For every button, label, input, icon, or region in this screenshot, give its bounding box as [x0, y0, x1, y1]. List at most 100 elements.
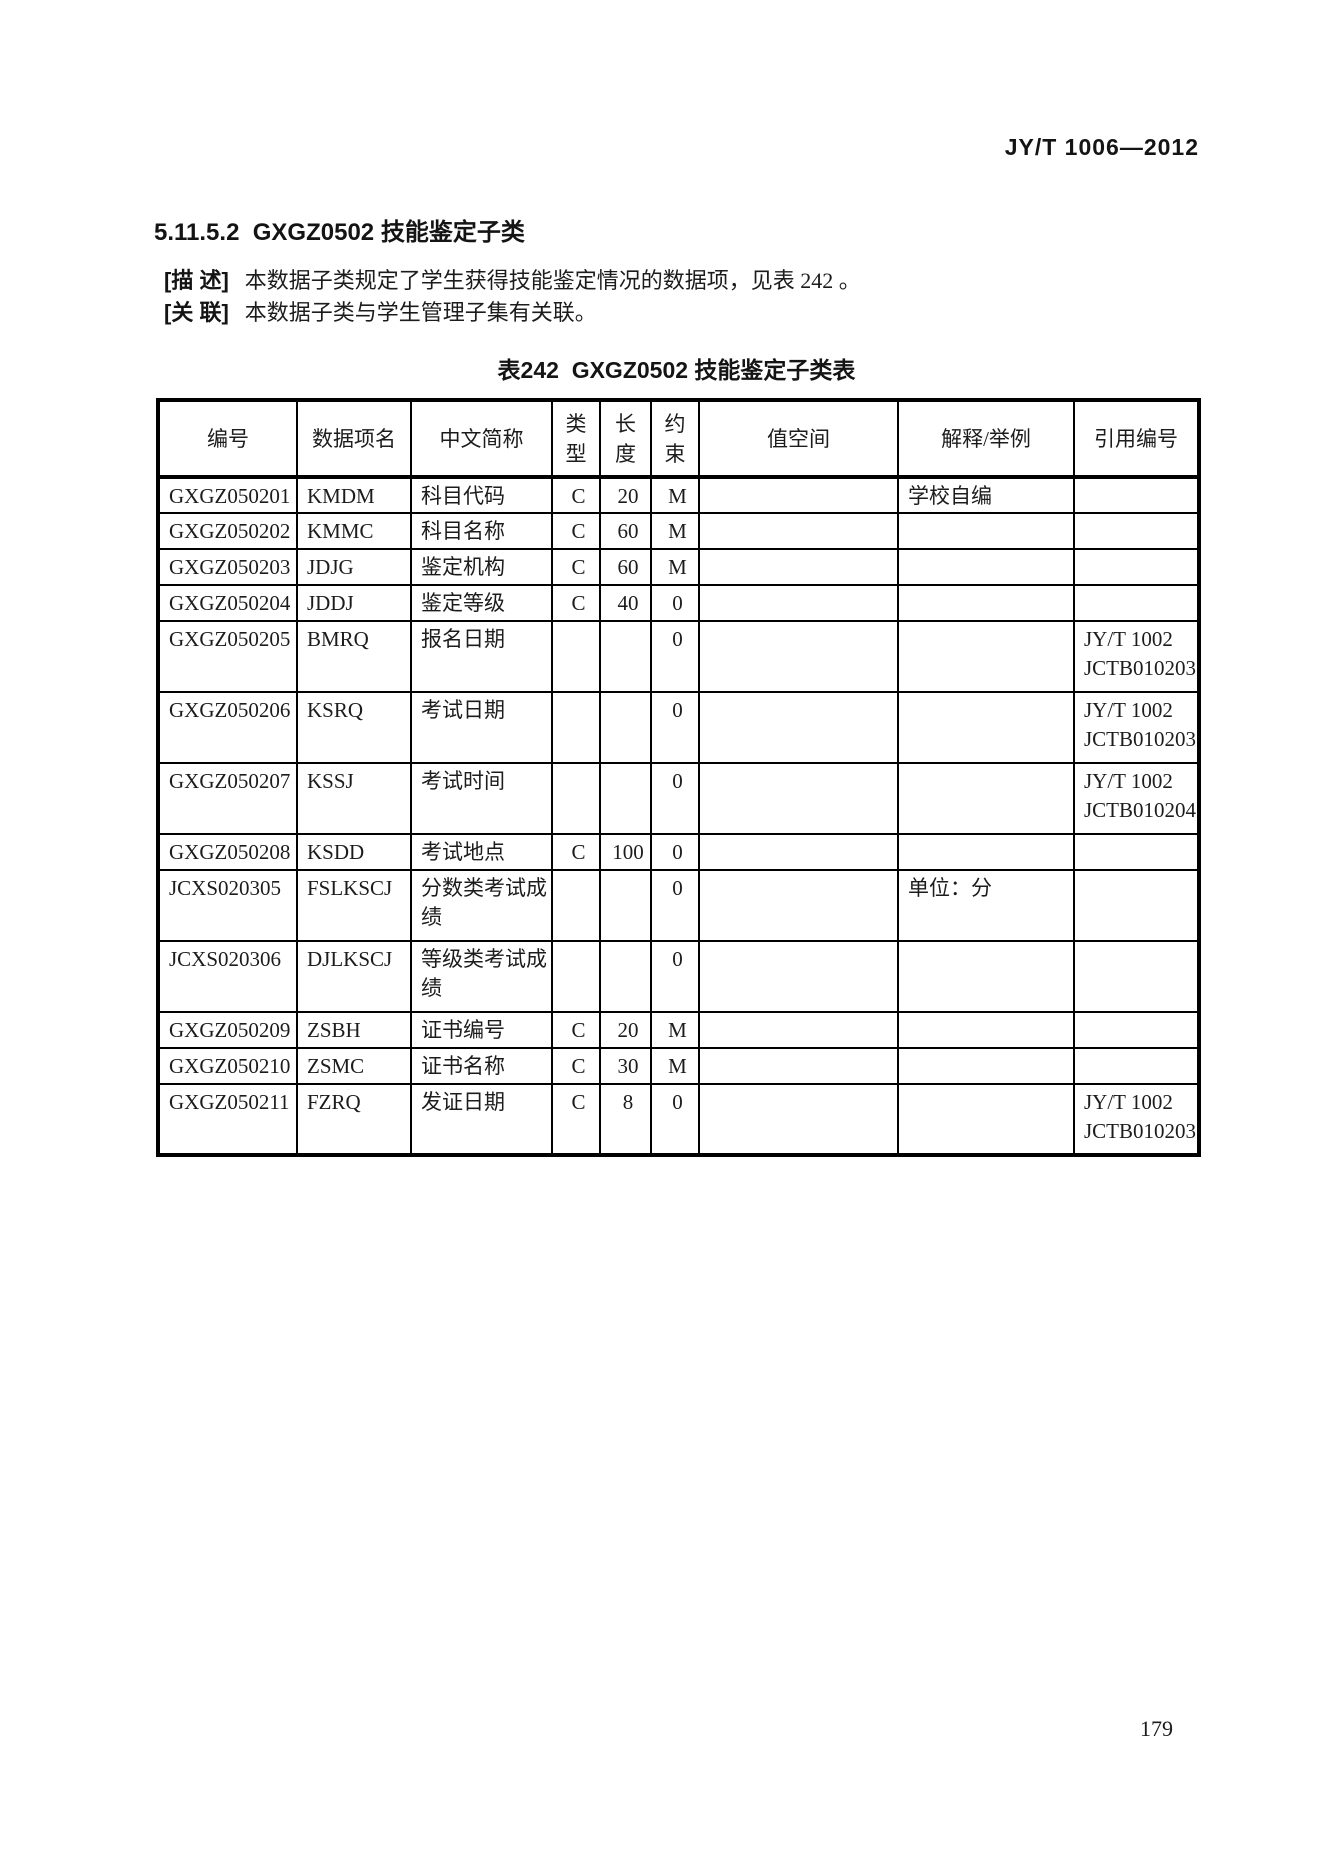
cell-item-name: FZRQ — [296, 1083, 412, 1156]
col-header-constraint: 约 束 — [650, 399, 700, 479]
col-header-reference: 引用编号 — [1073, 399, 1200, 479]
cell-reference — [1073, 940, 1200, 1013]
cell-item-name: KMDM — [296, 476, 412, 514]
table-row: GXGZ050206 KSRQ 考试日期 0 JY/T 1002 JCTB010… — [157, 691, 1200, 764]
cell-code: GXGZ050207 — [157, 762, 298, 835]
cell-value-space — [698, 584, 899, 622]
cell-explanation — [897, 762, 1075, 835]
cell-cn-name: 分数类考试成绩 — [410, 869, 553, 942]
cell-reference: JY/T 1002 JCTB010203 — [1073, 1083, 1200, 1156]
cell-constraint: M — [650, 1047, 700, 1085]
cell-value-space — [698, 940, 899, 1013]
relation-label: [关 联] — [164, 300, 229, 325]
col-header-type: 类 型 — [551, 399, 601, 479]
cell-explanation — [897, 691, 1075, 764]
cell-item-name: ZSMC — [296, 1047, 412, 1085]
cell-code: GXGZ050201 — [157, 476, 298, 514]
cell-cn-name: 证书编号 — [410, 1011, 553, 1049]
cell-constraint: 0 — [650, 620, 700, 693]
cell-value-space — [698, 620, 899, 693]
table-row: GXGZ050209 ZSBH 证书编号 C 20 M — [157, 1011, 1200, 1049]
cell-type: C — [551, 584, 601, 622]
cell-reference: JY/T 1002 JCTB010204 — [1073, 762, 1200, 835]
cell-constraint: M — [650, 1011, 700, 1049]
cell-code: GXGZ050210 — [157, 1047, 298, 1085]
cell-value-space — [698, 762, 899, 835]
cell-value-space — [698, 512, 899, 550]
table-caption: 表242 GXGZ0502 技能鉴定子类表 — [497, 357, 856, 383]
cell-value-space — [698, 869, 899, 942]
cell-constraint: 0 — [650, 833, 700, 871]
table-header-row: 编号 数据项名 中文简称 类 型 长 度 约 束 值空间 解释/举例 引用编号 — [157, 399, 1200, 479]
cell-value-space — [698, 548, 899, 586]
table-row: GXGZ050201 KMDM 科目代码 C 20 M 学校自编 — [157, 476, 1200, 514]
cell-explanation — [897, 1047, 1075, 1085]
cell-item-name: JDJG — [296, 548, 412, 586]
cell-value-space — [698, 833, 899, 871]
cell-cn-name: 报名日期 — [410, 620, 553, 693]
cell-reference — [1073, 1011, 1200, 1049]
cell-constraint: M — [650, 476, 700, 514]
cell-reference — [1073, 1047, 1200, 1085]
cell-length: 40 — [599, 584, 652, 622]
cell-code: GXGZ050208 — [157, 833, 298, 871]
cell-value-space — [698, 1047, 899, 1085]
cell-cn-name: 鉴定等级 — [410, 584, 553, 622]
cell-length: 100 — [599, 833, 652, 871]
cell-type: C — [551, 476, 601, 514]
col-header-length: 长 度 — [599, 399, 652, 479]
cell-code: GXGZ050209 — [157, 1011, 298, 1049]
cell-item-name: JDDJ — [296, 584, 412, 622]
cell-item-name: KSSJ — [296, 762, 412, 835]
cell-reference — [1073, 512, 1200, 550]
cell-reference — [1073, 584, 1200, 622]
cell-length: 20 — [599, 1011, 652, 1049]
table-row: JCXS020306 DJLKSCJ 等级类考试成绩 0 — [157, 940, 1200, 1013]
cell-cn-name: 科目名称 — [410, 512, 553, 550]
cell-code: GXGZ050203 — [157, 548, 298, 586]
cell-constraint: 0 — [650, 1083, 700, 1156]
cell-length — [599, 762, 652, 835]
cell-cn-name: 科目代码 — [410, 476, 553, 514]
cell-constraint: M — [650, 548, 700, 586]
description-text: 本数据子类规定了学生获得技能鉴定情况的数据项，见表 242 。 — [244, 268, 861, 293]
col-header-explanation: 解释/举例 — [897, 399, 1075, 479]
cell-length — [599, 691, 652, 764]
cell-reference — [1073, 833, 1200, 871]
cell-value-space — [698, 476, 899, 514]
cell-item-name: KSDD — [296, 833, 412, 871]
section-heading: 5.11.5.2 GXGZ0502 技能鉴定子类 — [154, 219, 525, 246]
cell-type — [551, 762, 601, 835]
cell-code: GXGZ050202 — [157, 512, 298, 550]
cell-explanation — [897, 1011, 1075, 1049]
col-header-cn-name: 中文简称 — [410, 399, 553, 479]
cell-item-name: KSRQ — [296, 691, 412, 764]
cell-length: 30 — [599, 1047, 652, 1085]
relation-line: [关 联] 本数据子类与学生管理子集有关联。 — [164, 295, 597, 327]
cell-constraint: 0 — [650, 869, 700, 942]
cell-constraint: 0 — [650, 691, 700, 764]
cell-cn-name: 考试地点 — [410, 833, 553, 871]
cell-type: C — [551, 1083, 601, 1156]
cell-explanation — [897, 548, 1075, 586]
cell-value-space — [698, 1083, 899, 1156]
cell-explanation: 学校自编 — [897, 476, 1075, 514]
cell-reference — [1073, 476, 1200, 514]
cell-constraint: 0 — [650, 762, 700, 835]
cell-length: 60 — [599, 548, 652, 586]
cell-code: GXGZ050206 — [157, 691, 298, 764]
cell-type — [551, 869, 601, 942]
cell-type — [551, 691, 601, 764]
cell-explanation — [897, 512, 1075, 550]
table-row: JCXS020305 FSLKSCJ 分数类考试成绩 0 单位：分 — [157, 869, 1200, 942]
cell-reference: JY/T 1002 JCTB010203 — [1073, 691, 1200, 764]
cell-cn-name: 考试时间 — [410, 762, 553, 835]
table-row: GXGZ050207 KSSJ 考试时间 0 JY/T 1002 JCTB010… — [157, 762, 1200, 835]
cell-type: C — [551, 1047, 601, 1085]
cell-code: GXGZ050211 — [157, 1083, 298, 1156]
cell-cn-name: 证书名称 — [410, 1047, 553, 1085]
col-header-item-name: 数据项名 — [296, 399, 412, 479]
cell-constraint: M — [650, 512, 700, 550]
cell-reference — [1073, 548, 1200, 586]
